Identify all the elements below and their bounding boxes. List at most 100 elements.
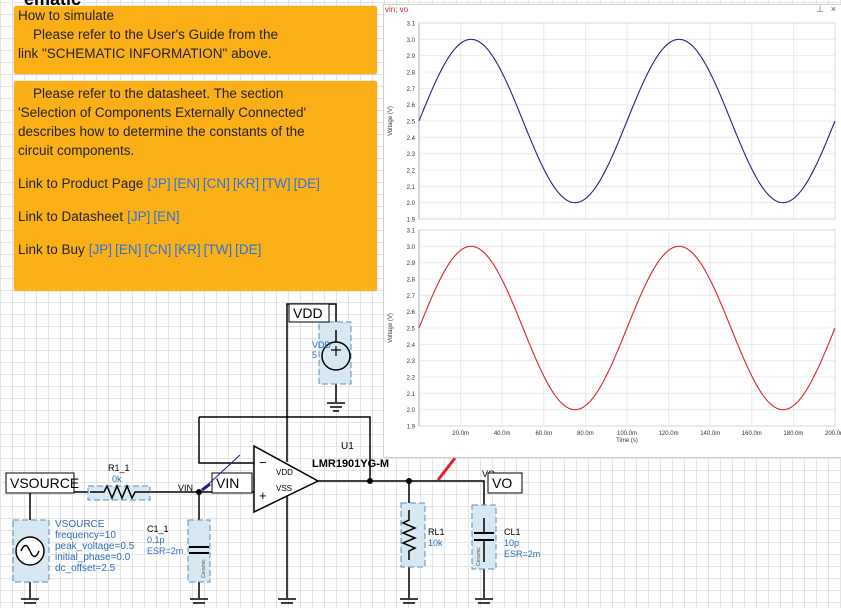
c1-box[interactable] [187, 519, 211, 583]
vin-probe-box[interactable] [211, 472, 253, 494]
rl-value: 10k [428, 538, 443, 548]
chart-1-xtick: 80.0m [577, 431, 594, 437]
vsource-net-box[interactable] [5, 472, 75, 494]
vin-wire-label: VIN [178, 483, 193, 493]
rl-name: RL1 [428, 527, 445, 537]
c1-esr: ESR=2m [147, 546, 183, 556]
product-link-de[interactable]: [DE] [293, 176, 320, 191]
chart-0-series-line [418, 38, 836, 204]
chart-1-ytick: 3.1 [407, 229, 416, 235]
vdd-source-box[interactable] [318, 321, 352, 385]
chart-1-xtick: 180.0m [783, 431, 803, 437]
chart-1-xtick: 140.0m [700, 431, 720, 437]
vin-probe-label: VIN [216, 475, 239, 491]
cl-type: Ceramic [476, 547, 482, 566]
cl-name: CL1 [504, 527, 521, 537]
sine-icon [20, 544, 40, 558]
ground-icons [21, 598, 493, 604]
plot-svg: 1.9 2.0 2.1 2.2 2.3 2.4 2.5 2.6 2.7 2.8 2.9 3.0 3.1 V… [388, 22, 841, 445]
chart-0-ytick: 2.4 [407, 136, 416, 142]
r1-box[interactable] [87, 485, 151, 501]
page-title: ematic [24, 0, 81, 10]
vo-junction-2 [406, 478, 412, 484]
product-page-label: Link to Product Page [18, 176, 144, 191]
chart-0-ytick: 2.1 [407, 185, 416, 191]
chart-0-ytick: 3.0 [407, 38, 416, 44]
resistor-icon-rl [401, 510, 417, 560]
opamp-icon[interactable] [253, 444, 320, 514]
opamp-plus-label: + [259, 488, 267, 503]
buy-link-jp[interactable]: [JP] [88, 242, 113, 257]
product-link-en[interactable]: [EN] [173, 176, 200, 191]
buy-label: Link to Buy [18, 242, 85, 257]
r1-value: 0k [112, 474, 122, 484]
datasheet-note[interactable]: Please refer to the datasheet. The secti… [14, 81, 377, 291]
chart-1-ytick: 3.0 [407, 245, 416, 251]
datasheet-link-jp[interactable]: [JP] [127, 209, 151, 224]
chart-1-ytick: 2.0 [407, 408, 416, 414]
vsource-param-peak: peak_voltage=0.5 [55, 541, 135, 552]
opamp-vdd-pin: VDD [276, 468, 293, 477]
vo-probe-label: VO [492, 475, 512, 491]
chart-1-ytick: 1.9 [407, 425, 416, 431]
product-link-cn[interactable]: [CN] [202, 176, 230, 191]
vsource-name: VSOURCE [55, 519, 105, 530]
datasheet-link-en[interactable]: [EN] [153, 209, 180, 224]
chart-1-ytick: 2.2 [407, 376, 416, 382]
chart-0-ytick: 2.9 [407, 54, 416, 60]
product-link-tw[interactable]: [TW] [262, 176, 291, 191]
chart-0-ytick: 2.5 [407, 120, 416, 126]
chart-0-ytick: 2.8 [407, 71, 416, 77]
product-link-jp[interactable]: [JP] [147, 176, 171, 191]
simulate-heading: How to simulate [18, 8, 115, 23]
pin-icon[interactable]: ⊥ [816, 4, 824, 14]
capacitor-icon [189, 546, 209, 554]
vdd-ground-icon [327, 402, 345, 412]
chart-0-ytick: 2.0 [407, 201, 416, 207]
chart-0-ytick: 2.3 [407, 152, 416, 158]
vo-probe-box[interactable] [487, 472, 523, 494]
buy-link-en[interactable]: [EN] [115, 242, 142, 257]
resistor-icon [90, 484, 150, 500]
c1-value: 0.1p [147, 535, 165, 545]
product-link-kr[interactable]: [KR] [232, 176, 260, 191]
buy-link-cn[interactable]: [CN] [144, 242, 172, 257]
chart-1-series-line [418, 245, 836, 411]
chart-0-ylabel: Voltage (V) [388, 106, 394, 136]
datasheet-label: Link to Datasheet [18, 209, 124, 224]
buy-link-de[interactable]: [DE] [235, 242, 262, 257]
rl-box[interactable] [400, 502, 426, 568]
simulate-note[interactable]: How to simulate Please refer to the User… [14, 6, 377, 74]
chart-0-ytick: 2.7 [407, 87, 416, 93]
plot-window[interactable]: vin; vo ⊥ × 1.9 2.0 2.1 2.2 2.3 2.4 2.5 2.6 2.7 2… [383, 4, 841, 458]
opamp-vss-pin: VSS [276, 484, 292, 493]
u1-label: U1 [341, 441, 354, 452]
chart-1-ytick: 2.4 [407, 343, 416, 349]
c1-name: C1_1 [147, 524, 169, 534]
feedback-minus-wire [198, 417, 254, 464]
chart-1-ytick: 2.5 [407, 327, 416, 333]
buy-link-kr[interactable]: [KR] [174, 242, 201, 257]
vdd-net-label-box[interactable] [288, 303, 330, 323]
vsource-param-phase: initial_phase=0.0 [55, 552, 131, 563]
chart-1-xtick: 120.0m [659, 431, 679, 437]
feedback-wire [199, 416, 371, 481]
chart-1-xtick: 200.0m [825, 431, 841, 437]
u1-part-label: LMR1901YG-M [312, 458, 389, 470]
opamp-minus-label: − [259, 455, 267, 470]
vo-probe-tip [436, 457, 457, 481]
datasheet-row: Link to Datasheet [JP] [EN] [18, 207, 377, 226]
plus-icon [331, 346, 341, 356]
plot-titlebar: vin; vo ⊥ × [384, 4, 841, 17]
plot-title: vin; vo [385, 5, 409, 14]
vdd-value-label: 5 [312, 350, 317, 360]
chart-1-ytick: 2.6 [407, 310, 416, 316]
chart-1-xtick: 40.0m [494, 431, 511, 437]
chart-1-ytick: 2.8 [407, 278, 416, 284]
chart-0-ytick: 3.1 [407, 22, 416, 28]
close-icon[interactable]: × [830, 4, 836, 14]
buy-link-tw[interactable]: [TW] [203, 242, 233, 257]
chart-0-ytick: 2.2 [407, 169, 416, 175]
simulate-text: Please refer to the User's Guide from th… [18, 27, 278, 61]
